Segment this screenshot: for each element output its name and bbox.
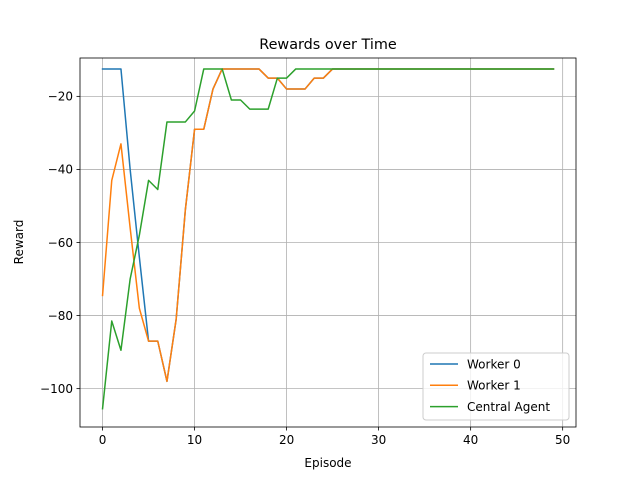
y-tick-label: −60 [48,236,73,250]
legend: Worker 0 Worker 1 Central Agent [422,352,570,421]
series-lines [101,68,555,410]
x-axis-ticks: 0 10 20 30 40 50 [99,427,570,447]
x-tick-label: 30 [371,433,386,447]
y-tick-label: −20 [48,90,73,104]
legend-box [422,352,570,421]
series-line-central-agent [101,68,555,410]
grid-lines [80,58,576,427]
legend-label: Worker 1 [467,379,521,393]
x-axis-label: Episode [304,456,351,470]
chart-title: Rewards over Time [259,37,397,53]
y-tick-label: −40 [48,163,73,177]
legend-label: Worker 0 [467,357,521,371]
x-tick-label: 20 [279,433,294,447]
x-tick-label: 0 [99,433,107,447]
x-tick-label: 40 [463,433,478,447]
y-axis-label: Reward [12,220,26,265]
x-tick-label: 10 [187,433,202,447]
y-tick-label: −100 [40,382,73,396]
y-tick-label: −80 [48,309,73,323]
x-tick-label: 50 [555,433,570,447]
legend-label: Central Agent [467,400,550,414]
y-axis-ticks: −100 −80 −60 −40 −20 [40,90,80,396]
